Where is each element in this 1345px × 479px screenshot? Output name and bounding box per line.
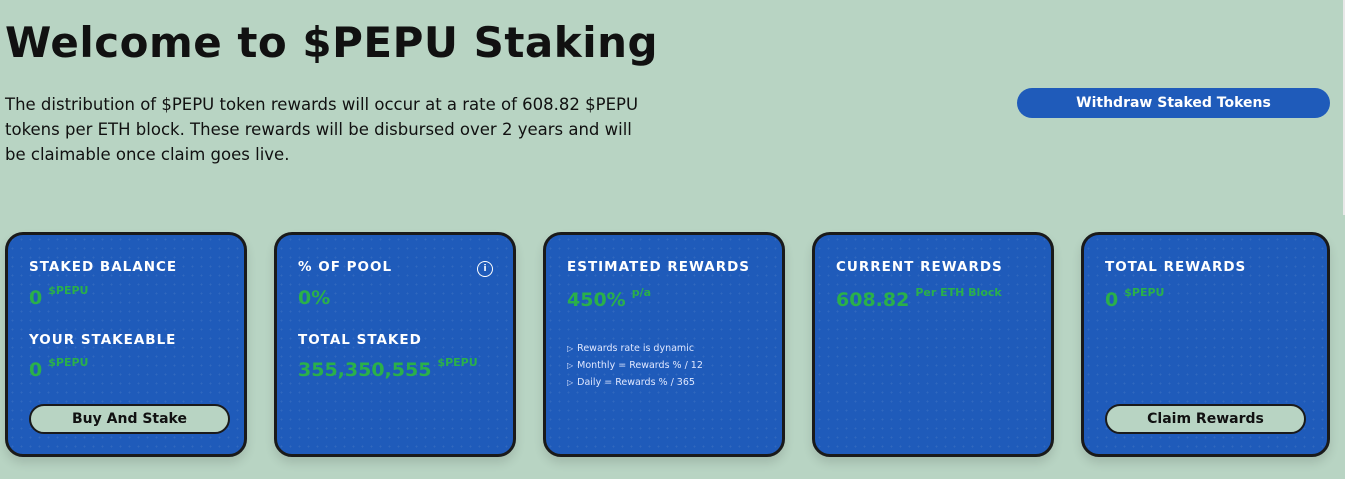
scrollbar-edge (1343, 0, 1345, 215)
total-rewards-amount: 0 (1105, 289, 1119, 311)
stakeable-value: 0 $PEPU (29, 356, 89, 381)
claim-rewards-button[interactable]: Claim Rewards (1105, 404, 1306, 434)
rewards-notes: ▷ Rewards rate is dynamic ▷ Monthly = Rewa… (567, 340, 703, 391)
current-rewards-card: CURRENT REWARDS 608.82 Per ETH Block (812, 232, 1054, 457)
stakeable-label: YOUR STAKEABLE (29, 332, 177, 348)
current-rewards-unit: Per ETH Block (915, 286, 1002, 299)
stakeable-amount: 0 (29, 359, 43, 381)
current-rewards-value: 608.82 Per ETH Block (836, 286, 1002, 311)
note-text: Monthly = Rewards % / 12 (577, 360, 703, 371)
note-text: Rewards rate is dynamic (577, 343, 695, 354)
estimated-rewards-label: ESTIMATED REWARDS (567, 259, 751, 275)
estimated-rewards-unit: p/a (631, 286, 652, 299)
estimated-rewards-amount: 450% (567, 289, 626, 311)
note-text: Daily = Rewards % / 365 (577, 377, 695, 388)
total-rewards-card: TOTAL REWARDS 0 $PEPU Claim Rewards (1081, 232, 1330, 457)
total-staked-unit: $PEPU (437, 356, 478, 369)
total-rewards-label: TOTAL REWARDS (1105, 259, 1247, 275)
staked-balance-card: STAKED BALANCE 0 $PEPU YOUR STAKEABLE 0 $P… (5, 232, 247, 457)
bullet-icon: ▷ (567, 344, 574, 353)
bullet-icon: ▷ (567, 378, 574, 387)
buy-and-stake-button[interactable]: Buy And Stake (29, 404, 230, 434)
total-staked-value: 355,350,555 $PEPU (298, 356, 478, 381)
staked-balance-label: STAKED BALANCE (29, 259, 178, 275)
total-rewards-unit: $PEPU (1124, 286, 1165, 299)
page-title: Welcome to $PEPU Staking (5, 18, 659, 67)
list-item: ▷ Rewards rate is dynamic (567, 340, 703, 357)
pool-share-label: % OF POOL (298, 259, 393, 275)
pool-share-amount: 0% (298, 287, 331, 309)
total-rewards-value: 0 $PEPU (1105, 286, 1165, 311)
total-staked-label: TOTAL STAKED (298, 332, 422, 348)
intro-text: The distribution of $PEPU token rewards … (5, 95, 639, 164)
pool-share-value: 0% (298, 287, 330, 309)
estimated-rewards-card: ESTIMATED REWARDS 450% p/a ▷ Rewards rate … (543, 232, 785, 457)
list-item: ▷ Monthly = Rewards % / 12 (567, 357, 703, 374)
total-staked-amount: 355,350,555 (298, 359, 432, 381)
current-rewards-label: CURRENT REWARDS (836, 259, 1003, 275)
pool-card: % OF POOL i 0% TOTAL STAKED 355,350,555 $… (274, 232, 516, 457)
info-icon[interactable]: i (477, 261, 493, 277)
estimated-rewards-value: 450% p/a (567, 286, 652, 311)
list-item: ▷ Daily = Rewards % / 365 (567, 374, 703, 391)
bullet-icon: ▷ (567, 361, 574, 370)
staked-balance-unit: $PEPU (48, 284, 89, 297)
staked-balance-value: 0 $PEPU (29, 284, 89, 309)
staked-balance-amount: 0 (29, 287, 43, 309)
stakeable-unit: $PEPU (48, 356, 89, 369)
withdraw-staked-tokens-button[interactable]: Withdraw Staked Tokens (1017, 88, 1330, 118)
current-rewards-amount: 608.82 (836, 289, 910, 311)
